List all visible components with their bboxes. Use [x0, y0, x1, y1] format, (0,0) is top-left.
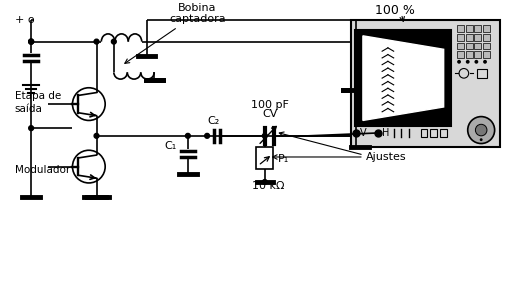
Bar	[430, 129, 437, 137]
Circle shape	[466, 60, 470, 64]
Bar	[440, 129, 447, 137]
Bar	[352, 20, 500, 147]
Bar	[466, 51, 473, 58]
Bar	[483, 34, 490, 41]
Bar	[483, 51, 490, 58]
Circle shape	[111, 39, 116, 44]
Text: C₁: C₁	[164, 141, 177, 151]
Text: 100 pF: 100 pF	[251, 100, 289, 110]
Text: P₁: P₁	[278, 154, 290, 164]
Bar	[477, 69, 487, 78]
Text: CV: CV	[262, 109, 277, 119]
Text: H: H	[382, 128, 389, 138]
Circle shape	[263, 133, 267, 138]
Circle shape	[475, 124, 487, 136]
Polygon shape	[363, 36, 444, 120]
Bar	[483, 43, 490, 49]
Text: Ajustes: Ajustes	[366, 152, 407, 162]
Text: Etapa de
saída: Etapa de saída	[15, 91, 61, 114]
Text: C₂: C₂	[207, 116, 220, 126]
Circle shape	[263, 180, 267, 184]
Bar	[466, 43, 473, 49]
Bar	[457, 51, 464, 58]
Bar	[466, 25, 473, 32]
Bar	[466, 34, 473, 41]
Circle shape	[474, 60, 478, 64]
Circle shape	[94, 133, 99, 138]
Circle shape	[29, 39, 33, 44]
Bar	[474, 51, 481, 58]
Text: Bobina
captadora: Bobina captadora	[125, 3, 226, 63]
Bar	[483, 25, 490, 32]
Text: + o: + o	[15, 16, 34, 25]
Bar	[421, 129, 427, 137]
Circle shape	[186, 133, 190, 138]
Text: 100 %: 100 %	[375, 4, 414, 17]
Bar	[256, 147, 274, 169]
Bar	[474, 34, 481, 41]
Bar	[457, 25, 464, 32]
Circle shape	[29, 39, 33, 44]
Circle shape	[480, 138, 483, 141]
Circle shape	[467, 116, 495, 144]
Bar	[457, 43, 464, 49]
Circle shape	[29, 39, 33, 44]
Text: Modulador: Modulador	[15, 166, 70, 175]
Circle shape	[29, 126, 33, 131]
Bar	[474, 25, 481, 32]
Text: 10 kΩ: 10 kΩ	[252, 181, 285, 191]
Circle shape	[94, 39, 99, 44]
Circle shape	[205, 133, 210, 138]
Bar	[355, 30, 451, 126]
Circle shape	[457, 60, 461, 64]
Text: V: V	[360, 128, 367, 138]
Circle shape	[483, 60, 487, 64]
Bar	[457, 34, 464, 41]
Bar	[474, 43, 481, 49]
